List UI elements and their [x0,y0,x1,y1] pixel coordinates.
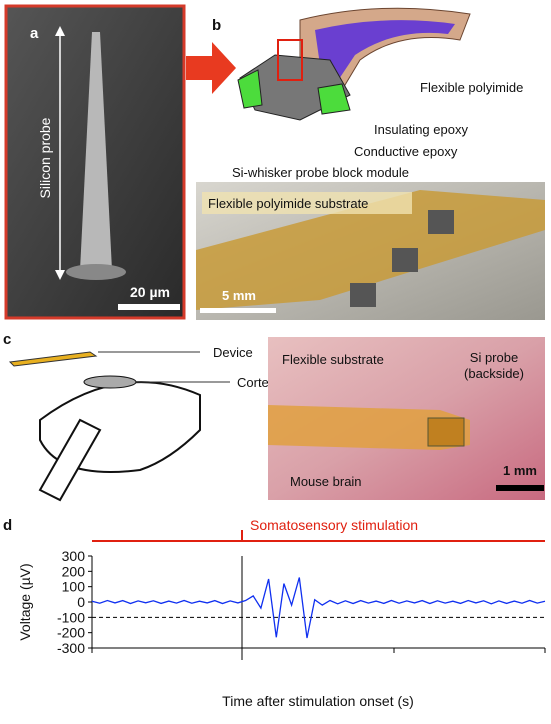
scale-label: 1 mm [503,463,537,478]
scale-bar [496,485,544,491]
cortex [84,376,136,388]
scale-bar [118,304,180,310]
y-tick-label: -300 [57,640,85,656]
panel-label: b [212,17,221,34]
y-tick-label: 100 [62,579,86,595]
epoxy [238,70,262,108]
y-axis-label: Voltage (µV) [17,563,33,640]
label: Flexible polyimide [420,80,523,95]
label: Flexible substrate [282,352,384,367]
y-tick-label: 0 [77,594,85,610]
figure: a Silicon probe 20 µm b Flexible polyimi… [0,0,551,719]
arrow [186,42,236,94]
label: (backside) [464,366,524,381]
y-tick-label: -100 [57,609,85,625]
label: Flexible polyimide substrate [208,196,368,211]
label: Si-whisker probe block module [232,165,409,180]
y-tick-label: 200 [62,563,86,579]
label: Si probe [470,350,518,365]
stimulation-label: Somatosensory stimulation [250,517,418,533]
chip [392,248,418,272]
scale-label: 20 µm [130,284,170,300]
label: Mouse brain [290,474,362,489]
label: Device [213,345,253,360]
probe-label: Silicon probe [37,117,53,198]
probe-base [66,264,126,280]
panel-label: a [30,25,39,42]
device [10,352,96,366]
label: Conductive epoxy [354,144,458,159]
x-axis-label: Time after stimulation onset (s) [222,693,414,709]
scale-bar [200,308,276,313]
voltage-trace [92,578,545,639]
holder [40,420,100,500]
y-tick-label: -200 [57,625,85,641]
scale-label: 5 mm [222,288,256,303]
chip [428,418,464,446]
chip [428,210,454,234]
y-tick-label: 300 [62,548,86,564]
label: Insulating epoxy [374,122,468,137]
panel-label: d [3,517,12,534]
panel-label: c [3,331,11,348]
chip [350,283,376,307]
